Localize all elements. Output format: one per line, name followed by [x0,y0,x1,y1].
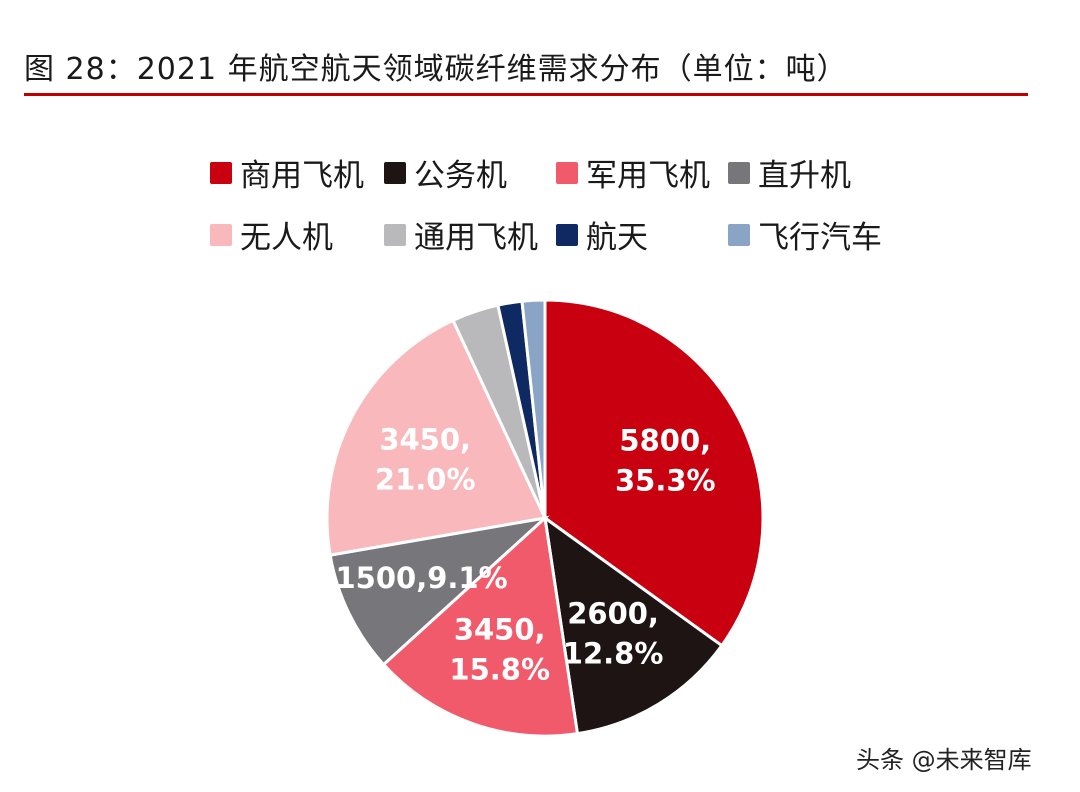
legend-item-military: 军用飞机 [556,150,710,195]
pie-slice-7 [520,298,547,519]
pie-slice-3 [328,515,550,667]
watermark-text: 头条 @未来智库 [856,746,1032,774]
legend-label-drone: 无人机 [240,220,333,256]
watermark: 头条 @未来智库 [856,740,1032,775]
legend-swatch-aerospace [556,223,578,246]
legend-swatch-helicopter [728,161,750,184]
legend-label-general-aviation: 通用飞机 [414,220,538,256]
legend-swatch-commercial [210,161,232,184]
legend-swatch-military [556,161,578,184]
legend-label-military: 军用飞机 [586,158,710,194]
legend-item-commercial: 商用飞机 [210,150,364,195]
legend-swatch-flying-car [728,223,750,246]
pie-slice-label-4: 3450, 21.0% [375,422,476,496]
legend-label-commercial: 商用飞机 [240,158,364,194]
legend-label-aerospace: 航天 [586,220,648,256]
legend-swatch-general-aviation [384,223,406,246]
chart-title: 图 28：2021 年航空航天领域碳纤维需求分布（单位：吨） [24,52,848,87]
legend-item-general-aviation: 通用飞机 [384,212,538,257]
pie-slice-2 [381,515,580,738]
pie-slice-1 [542,514,724,736]
pie-slice-label-0: 5800, 35.3% [615,424,716,498]
legend-swatch-business-jet [384,161,406,184]
legend-label-business-jet: 公务机 [414,158,507,194]
legend-label-flying-car: 飞行汽车 [758,220,882,256]
legend-item-flying-car: 飞行汽车 [728,212,882,257]
pie-slice-0 [543,298,765,648]
legend-item-helicopter: 直升机 [728,150,851,195]
legend-label-helicopter: 直升机 [758,158,851,194]
legend-item-business-jet: 公务机 [384,150,507,195]
pie-slice-4 [325,318,548,557]
pie-slices [325,298,765,738]
legend-item-aerospace: 航天 [556,212,648,257]
legend-swatch-drone [210,223,232,246]
pie-slice-label-1: 2600, 12.8% [563,597,664,671]
pie-labels: 5800, 35.3% 2600, 12.8%3450, 15.8% 1500,9.1% 3… [336,422,716,686]
legend-item-drone: 无人机 [210,212,333,257]
pie-slice-label-3: 1500,9.1% [336,561,508,595]
title-divider [24,93,1028,96]
pie-slice-label-2: 3450, 15.8% [449,612,550,686]
